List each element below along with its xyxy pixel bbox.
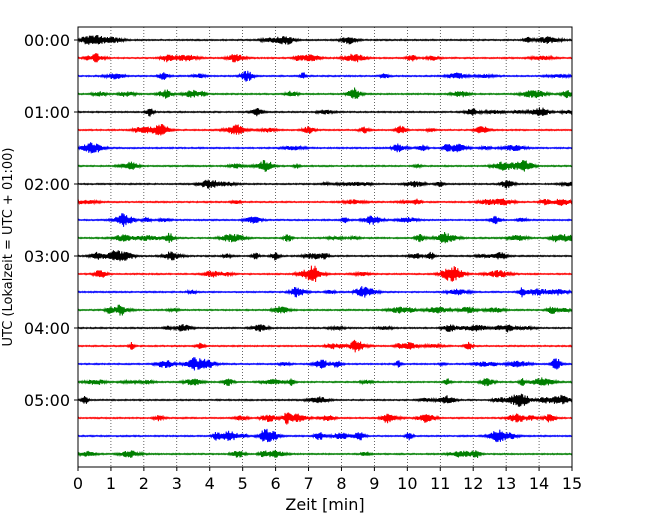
y-tick-label: 02:00 <box>24 175 70 194</box>
plot-background <box>78 27 572 467</box>
traces <box>77 35 573 459</box>
x-tick-label: 15 <box>562 474 582 493</box>
trace-line <box>77 449 573 459</box>
x-tick-label: 3 <box>172 474 182 493</box>
trace-line <box>77 53 573 63</box>
trace-line <box>77 232 573 244</box>
trace-line <box>77 393 573 407</box>
x-tick-label: 12 <box>463 474 483 493</box>
y-tick-label: 00:00 <box>24 31 70 50</box>
trace-line <box>77 35 573 45</box>
plot-frame <box>77 26 573 468</box>
trace-line <box>77 377 573 387</box>
trace-line <box>77 124 573 136</box>
trace-line <box>77 179 573 189</box>
y-axis-label: UTC (Lokalzeit = UTC + 01:00) <box>1 148 16 347</box>
x-axis: 0 1 2 3 4 5 6 7 8 9 10 11 12 13 14 15 <box>73 467 582 493</box>
trace-line <box>77 142 573 154</box>
y-axis: 00:00 01:00 02:00 03:00 04:00 05:00 <box>24 31 78 410</box>
trace-line <box>77 357 573 371</box>
y-tick-label: 04:00 <box>24 319 70 338</box>
trace-line <box>77 286 573 298</box>
x-tick-label: 9 <box>369 474 379 493</box>
trace-line <box>77 324 573 333</box>
trace-line <box>77 107 573 117</box>
x-grid <box>110 27 540 467</box>
trace-line <box>77 160 573 172</box>
x-tick-label: 2 <box>139 474 149 493</box>
x-tick-label: 0 <box>73 474 83 493</box>
x-axis-label: Zeit [min] <box>285 495 364 514</box>
trace-line <box>77 198 573 206</box>
x-tick-label: 10 <box>397 474 417 493</box>
y-tick-label: 01:00 <box>24 103 70 122</box>
y-tick-label: 05:00 <box>24 391 70 410</box>
y-tick-label: 03:00 <box>24 247 70 266</box>
trace-line <box>77 87 573 99</box>
trace-line <box>77 250 573 262</box>
x-tick-label: 7 <box>303 474 313 493</box>
x-tick-label: 6 <box>271 474 281 493</box>
x-tick-label: 13 <box>496 474 516 493</box>
trace-line <box>77 265 573 283</box>
trace-line <box>77 428 573 443</box>
trace-line <box>77 412 573 425</box>
x-tick-label: 4 <box>205 474 215 493</box>
trace-line <box>77 70 573 82</box>
x-tick-label: 14 <box>529 474 549 493</box>
trace-line <box>77 304 573 316</box>
trace-line <box>77 213 573 227</box>
x-tick-label: 1 <box>106 474 116 493</box>
trace-line <box>77 339 573 353</box>
x-tick-label: 5 <box>238 474 248 493</box>
x-tick-label: 11 <box>430 474 450 493</box>
x-tick-label: 8 <box>336 474 346 493</box>
